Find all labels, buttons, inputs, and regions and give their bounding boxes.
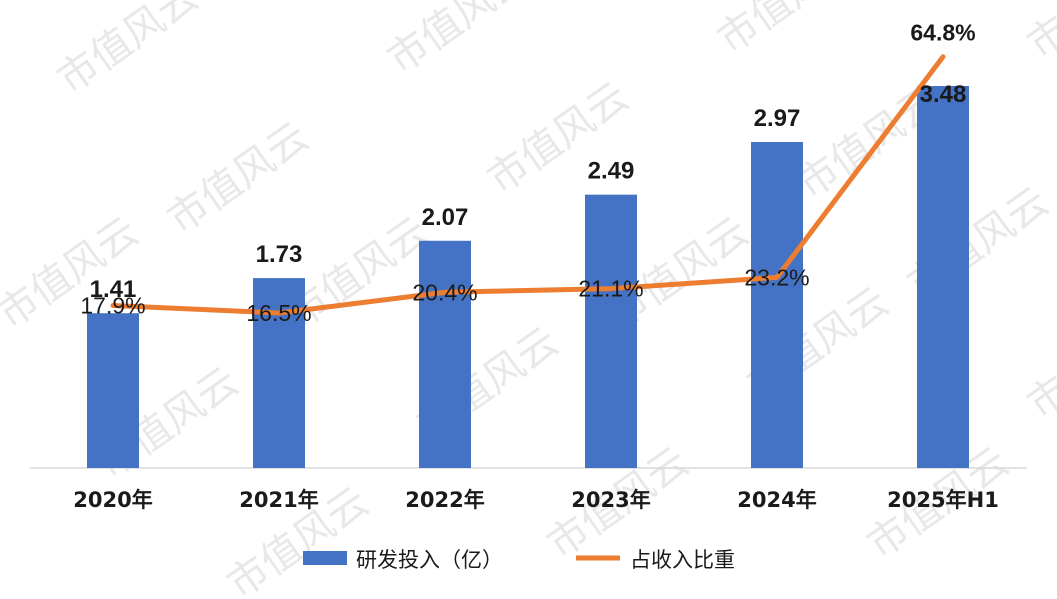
line-value-label: 23.2% bbox=[744, 264, 809, 290]
line-value-label: 16.5% bbox=[246, 300, 311, 326]
category-label: 2022年 bbox=[405, 488, 484, 512]
bar-value-label: 2.49 bbox=[588, 158, 635, 185]
bar bbox=[751, 141, 803, 468]
category-label: 2024年 bbox=[737, 488, 816, 512]
watermark-text: 市值风云 bbox=[379, 0, 536, 83]
bar-value-label: 3.48 bbox=[920, 81, 967, 108]
category-labels: 2020年 2021年 2022年 2023年 2024年 2025年H1 bbox=[73, 488, 999, 512]
watermark-text: 市值风云 bbox=[1019, 0, 1057, 68]
category-label: 2025年H1 bbox=[887, 488, 999, 512]
line-value-label: 64.8% bbox=[910, 20, 975, 46]
bar bbox=[585, 194, 637, 468]
watermark-text: 市值风云 bbox=[1019, 299, 1057, 428]
line-value-label: 17.9% bbox=[80, 293, 145, 319]
labels-layer: 1.41 1.73 2.07 2.49 2.97 3.48 17.9% 16.5% 20.4% 2… bbox=[80, 20, 975, 326]
category-label: 2020年 bbox=[73, 488, 152, 512]
watermark-text: 市值风云 bbox=[159, 114, 316, 243]
bar bbox=[917, 86, 969, 468]
category-label: 2023年 bbox=[571, 488, 650, 512]
bar-value-label: 1.41 bbox=[90, 276, 137, 303]
line-value-label: 21.1% bbox=[578, 276, 643, 302]
line-layer bbox=[110, 54, 946, 316]
watermark-text: 市值风云 bbox=[709, 0, 866, 63]
legend-swatch-bar bbox=[303, 551, 347, 565]
line-value-label: 20.4% bbox=[412, 279, 477, 305]
bar bbox=[87, 313, 139, 468]
bar-value-label: 1.73 bbox=[256, 241, 303, 268]
watermark-text: 市值风云 bbox=[49, 0, 206, 103]
legend: 研发投入（亿） 占收入比重 bbox=[303, 548, 735, 572]
category-label: 2021年 bbox=[239, 488, 318, 512]
bar-value-label: 2.07 bbox=[422, 204, 469, 231]
bar-value-label: 2.97 bbox=[754, 105, 801, 132]
legend-label-line: 占收入比重 bbox=[630, 548, 735, 572]
bar bbox=[419, 240, 471, 468]
line-series bbox=[110, 54, 946, 316]
legend-label-bar: 研发投入（亿） bbox=[356, 548, 503, 572]
